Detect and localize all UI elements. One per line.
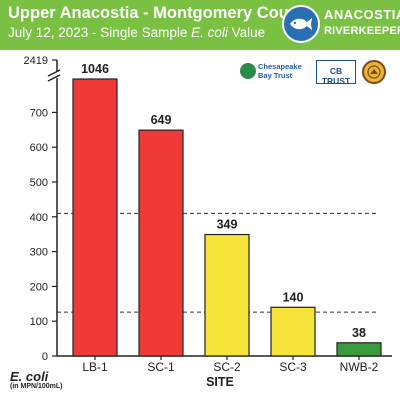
riverkeeper-logo: ANACOSTIA RIVERKEEPER®	[282, 4, 400, 44]
logo-text-riverkeeper-word: RIVERKEEPER	[324, 25, 400, 37]
logo-text-anacostia: ANACOSTIA	[324, 7, 400, 22]
sponsor-logos: Chesapeake Bay Trust CB TRUST	[240, 56, 396, 90]
y-axis-title: E. coli	[10, 369, 49, 384]
x-tick-label: SC-3	[279, 360, 307, 374]
chart-subtitle: July 12, 2023 - Single Sample E. coli Va…	[8, 25, 265, 40]
data-label: 1046	[81, 62, 109, 76]
license-plate-icon: CB TRUST	[316, 60, 356, 86]
bar-lb-1	[72, 78, 118, 357]
bar-sc-2	[204, 233, 250, 357]
y-tick-label: 100	[30, 316, 48, 328]
county-seal-icon	[362, 60, 386, 84]
axis-break-mark	[47, 74, 61, 82]
x-tick-label: SC-2	[213, 360, 241, 374]
bar-sc-1	[138, 129, 184, 357]
chesapeake-bay-trust-text: Chesapeake Bay Trust	[258, 62, 302, 80]
y-tick-label: 400	[30, 212, 48, 224]
y-tick-label: 700	[30, 107, 48, 119]
cb-trust-text: CB TRUST	[321, 66, 351, 86]
y-tick-label: 0	[42, 351, 48, 363]
bar-chart: 0 100 200 300 400 500 600 700 2419 1046 LB-1 649 SC-…	[24, 55, 392, 389]
chart-panel: 0 100 200 300 400 500 600 700 2419 1046 LB-1 649 SC-…	[0, 50, 400, 400]
y-tick-label: 600	[30, 142, 48, 154]
subtitle-italic: E. coli	[191, 25, 228, 40]
y-axis-unit: (in MPN/100mL)	[10, 383, 63, 390]
axis-break-gap	[49, 72, 65, 78]
axis-break-mark	[47, 69, 61, 77]
data-label: 649	[151, 113, 172, 127]
subtitle-suffix: Value	[227, 25, 266, 40]
subtitle-prefix: July 12, 2023 - Single Sample	[8, 25, 192, 40]
data-label: 349	[217, 218, 238, 232]
chesapeake-bay-trust-logo: Chesapeake Bay Trust	[240, 60, 306, 84]
leaf-icon	[240, 63, 256, 79]
data-label: 140	[283, 290, 304, 304]
x-tick-label: NWB-2	[340, 360, 379, 374]
y-tick-label: 200	[30, 281, 48, 293]
sponsor-1-line2: Bay Trust	[258, 71, 293, 80]
bar-nwb-2	[336, 342, 382, 357]
logo-text-riverkeeper: RIVERKEEPER®	[324, 25, 400, 37]
bar-sc-3	[270, 306, 316, 357]
fish-icon	[282, 5, 320, 43]
x-tick-label: LB-1	[82, 360, 108, 374]
y-tick-label: 500	[30, 177, 48, 189]
header-bar: Upper Anacostia - Montgomery County July…	[0, 0, 400, 48]
chart-title: Upper Anacostia - Montgomery County	[8, 4, 314, 22]
y-tick-label: 300	[30, 247, 48, 259]
x-axis-title: SITE	[206, 375, 234, 389]
sponsor-1-line1: Chesapeake	[258, 62, 302, 71]
x-tick-label: SC-1	[147, 360, 175, 374]
data-label: 38	[352, 326, 366, 340]
y-tick-label-top: 2419	[24, 55, 48, 67]
